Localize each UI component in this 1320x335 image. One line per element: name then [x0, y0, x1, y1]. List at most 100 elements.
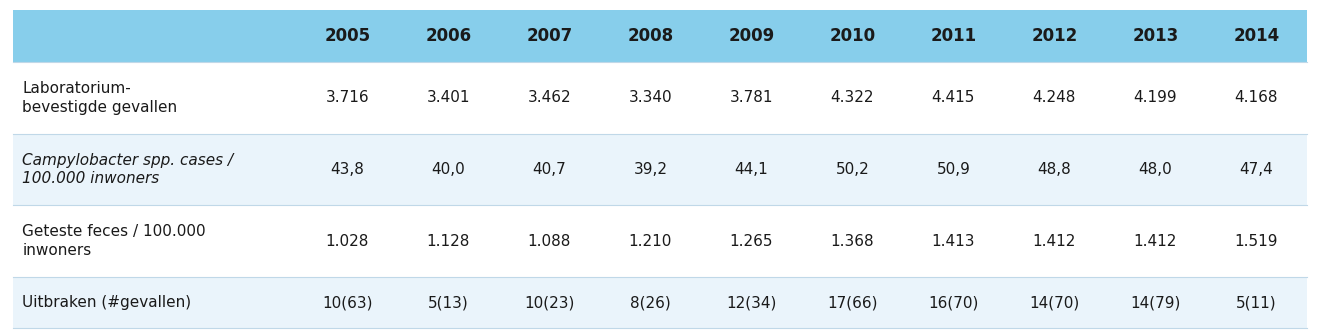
Text: 2009: 2009 — [729, 27, 775, 45]
FancyBboxPatch shape — [701, 205, 803, 277]
FancyBboxPatch shape — [803, 62, 903, 134]
Text: 5(13): 5(13) — [428, 295, 469, 310]
Text: 2007: 2007 — [527, 27, 573, 45]
Text: 48,8: 48,8 — [1038, 162, 1072, 177]
Text: 2012: 2012 — [1031, 27, 1077, 45]
Text: 10(63): 10(63) — [322, 295, 372, 310]
Text: 1.210: 1.210 — [628, 233, 672, 249]
FancyBboxPatch shape — [297, 205, 399, 277]
Text: 44,1: 44,1 — [734, 162, 768, 177]
FancyBboxPatch shape — [1105, 205, 1206, 277]
FancyBboxPatch shape — [1206, 62, 1307, 134]
Text: 4.415: 4.415 — [932, 90, 975, 105]
Text: Laboratorium-: Laboratorium- — [22, 81, 131, 96]
FancyBboxPatch shape — [1105, 277, 1206, 328]
FancyBboxPatch shape — [499, 62, 599, 134]
Text: 48,0: 48,0 — [1138, 162, 1172, 177]
Text: 50,2: 50,2 — [836, 162, 870, 177]
Text: 2014: 2014 — [1233, 27, 1279, 45]
FancyBboxPatch shape — [399, 277, 499, 328]
FancyBboxPatch shape — [599, 62, 701, 134]
FancyBboxPatch shape — [1003, 134, 1105, 205]
Text: 1.412: 1.412 — [1134, 233, 1177, 249]
Text: 3.716: 3.716 — [326, 90, 370, 105]
FancyBboxPatch shape — [599, 277, 701, 328]
Text: 1.088: 1.088 — [528, 233, 572, 249]
FancyBboxPatch shape — [399, 10, 499, 62]
FancyBboxPatch shape — [701, 62, 803, 134]
FancyBboxPatch shape — [499, 277, 599, 328]
Text: 40,7: 40,7 — [532, 162, 566, 177]
FancyBboxPatch shape — [1206, 10, 1307, 62]
Text: Uitbraken (#gevallen): Uitbraken (#gevallen) — [22, 295, 191, 310]
Text: 3.340: 3.340 — [628, 90, 672, 105]
FancyBboxPatch shape — [297, 277, 399, 328]
Text: inwoners: inwoners — [22, 243, 91, 258]
FancyBboxPatch shape — [13, 134, 297, 205]
FancyBboxPatch shape — [903, 205, 1003, 277]
FancyBboxPatch shape — [1003, 10, 1105, 62]
FancyBboxPatch shape — [903, 277, 1003, 328]
Text: 50,9: 50,9 — [936, 162, 970, 177]
FancyBboxPatch shape — [13, 205, 297, 277]
Text: 4.322: 4.322 — [830, 90, 874, 105]
Text: 4.248: 4.248 — [1032, 90, 1076, 105]
Text: 2010: 2010 — [829, 27, 875, 45]
Text: 43,8: 43,8 — [330, 162, 364, 177]
FancyBboxPatch shape — [13, 62, 297, 134]
Text: 2011: 2011 — [931, 27, 977, 45]
Text: 1.412: 1.412 — [1032, 233, 1076, 249]
Text: 2006: 2006 — [425, 27, 471, 45]
Text: 4.168: 4.168 — [1234, 90, 1278, 105]
Text: Geteste feces / 100.000: Geteste feces / 100.000 — [22, 224, 206, 239]
Text: 1.128: 1.128 — [426, 233, 470, 249]
FancyBboxPatch shape — [803, 277, 903, 328]
FancyBboxPatch shape — [1206, 134, 1307, 205]
FancyBboxPatch shape — [297, 134, 399, 205]
FancyBboxPatch shape — [903, 134, 1003, 205]
FancyBboxPatch shape — [903, 62, 1003, 134]
FancyBboxPatch shape — [599, 134, 701, 205]
FancyBboxPatch shape — [701, 10, 803, 62]
Text: 1.028: 1.028 — [326, 233, 370, 249]
FancyBboxPatch shape — [1206, 277, 1307, 328]
Text: 2013: 2013 — [1133, 27, 1179, 45]
FancyBboxPatch shape — [399, 134, 499, 205]
Text: 5(11): 5(11) — [1236, 295, 1276, 310]
Text: 3.401: 3.401 — [426, 90, 470, 105]
Text: 3.462: 3.462 — [528, 90, 572, 105]
Text: 1.368: 1.368 — [830, 233, 874, 249]
FancyBboxPatch shape — [599, 205, 701, 277]
Text: Campylobacter spp. cases /: Campylobacter spp. cases / — [22, 153, 234, 168]
FancyBboxPatch shape — [399, 62, 499, 134]
Text: 10(23): 10(23) — [524, 295, 574, 310]
Text: 2008: 2008 — [627, 27, 673, 45]
FancyBboxPatch shape — [1105, 134, 1206, 205]
Text: 2005: 2005 — [325, 27, 371, 45]
Text: 17(66): 17(66) — [828, 295, 878, 310]
FancyBboxPatch shape — [499, 205, 599, 277]
Text: 4.199: 4.199 — [1134, 90, 1177, 105]
FancyBboxPatch shape — [1105, 10, 1206, 62]
FancyBboxPatch shape — [803, 10, 903, 62]
FancyBboxPatch shape — [1003, 62, 1105, 134]
FancyBboxPatch shape — [13, 277, 297, 328]
Text: 12(34): 12(34) — [726, 295, 776, 310]
FancyBboxPatch shape — [1003, 277, 1105, 328]
FancyBboxPatch shape — [297, 10, 399, 62]
FancyBboxPatch shape — [803, 205, 903, 277]
FancyBboxPatch shape — [1206, 205, 1307, 277]
Text: 100.000 inwoners: 100.000 inwoners — [22, 171, 160, 186]
Text: 16(70): 16(70) — [928, 295, 978, 310]
Text: 14(79): 14(79) — [1130, 295, 1180, 310]
FancyBboxPatch shape — [297, 62, 399, 134]
Text: 40,0: 40,0 — [432, 162, 466, 177]
FancyBboxPatch shape — [701, 277, 803, 328]
Text: 1.413: 1.413 — [932, 233, 975, 249]
Text: 1.265: 1.265 — [730, 233, 774, 249]
FancyBboxPatch shape — [499, 10, 599, 62]
Text: 39,2: 39,2 — [634, 162, 668, 177]
FancyBboxPatch shape — [1003, 205, 1105, 277]
FancyBboxPatch shape — [701, 134, 803, 205]
FancyBboxPatch shape — [399, 205, 499, 277]
